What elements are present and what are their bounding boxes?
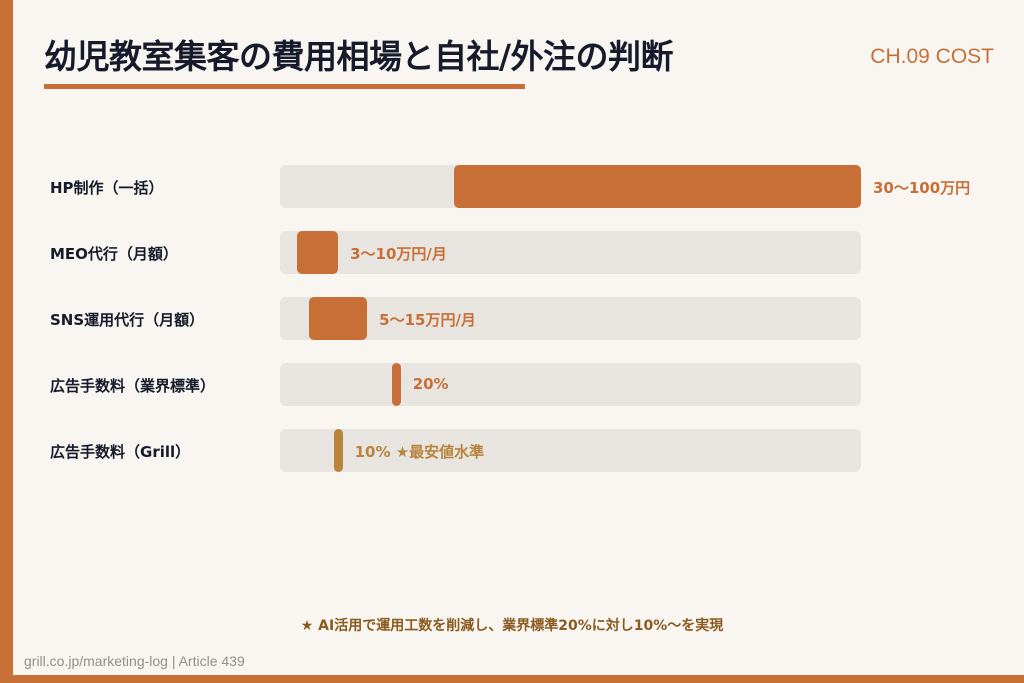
footnote: ★ AI活用で運用工数を削減し、業界標準20%に対し10%〜を実現: [300, 618, 724, 634]
row-label: 広告手数料（Grill）: [50, 443, 191, 461]
left-accent-stripe: [0, 0, 13, 683]
bar: [454, 165, 861, 208]
row-label: MEO代行（月額）: [50, 245, 178, 263]
bar-track: [280, 297, 861, 340]
bar: [391, 363, 401, 406]
bar-value-label: 3〜10万円/月: [350, 245, 447, 263]
page-title: 幼児教室集客の費用相場と自社/外注の判断: [44, 37, 674, 76]
bar: [309, 297, 368, 340]
bar-value-label: 5〜15万円/月: [379, 311, 476, 329]
row-label: SNS運用代行（月額）: [50, 311, 205, 329]
row-label: HP制作（一括）: [50, 179, 164, 197]
bar-value-label: 30〜100万円: [873, 179, 971, 197]
bar-track: [280, 231, 861, 274]
bar-track: [280, 165, 861, 208]
bar-value-label: 20%: [412, 375, 449, 393]
footer-source: grill.co.jp/marketing-log | Article 439: [24, 653, 245, 669]
title-underline: [44, 84, 525, 89]
bar-value-label: 10% ★最安値水準: [354, 443, 485, 461]
bottom-accent-stripe: [0, 675, 1024, 683]
bar-track: [280, 429, 861, 472]
bar: [333, 429, 343, 472]
chapter-label: CH.09 COST: [870, 45, 994, 68]
bar-track: [280, 363, 861, 406]
bar: [297, 231, 339, 274]
row-label: 広告手数料（業界標準）: [50, 377, 216, 395]
